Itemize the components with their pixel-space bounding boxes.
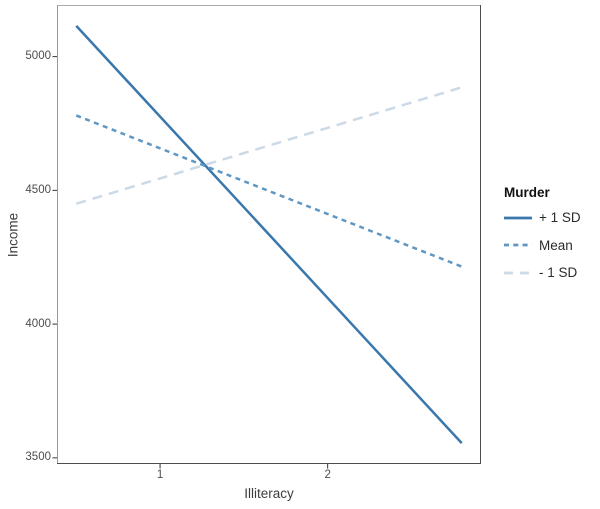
series-line-minus-1-sd	[75, 86, 463, 205]
legend-key-line-plus-1-sd	[504, 216, 532, 220]
legend-key-line-mean	[504, 243, 532, 247]
axis-tick-marks	[52, 56, 329, 469]
legend-item-mean: Mean	[504, 232, 581, 260]
legend-title: Murder	[504, 185, 550, 200]
legend-label-plus-1-sd: + 1 SD	[539, 210, 581, 226]
series-line-mean	[75, 114, 463, 268]
legend-key-line-minus-1-sd	[504, 271, 532, 275]
y-tick-label-5000: 5000	[25, 50, 51, 63]
y-tick-label-4500: 4500	[25, 183, 51, 196]
x-tick-label-2: 2	[324, 469, 331, 481]
x-axis-title: Illiteracy	[244, 486, 294, 501]
legend-rows: + 1 SD Mean - 1 SD	[504, 204, 581, 287]
series-line-plus-1-sd	[75, 25, 463, 444]
legend-label-minus-1-sd: - 1 SD	[539, 265, 578, 281]
series-lines	[75, 25, 463, 444]
panel-border	[57, 5, 481, 464]
x-tick-label-1: 1	[156, 469, 164, 481]
legend: Murder + 1 SD Mean - 1 SD	[504, 185, 581, 287]
legend-item-minus-1-sd: - 1 SD	[504, 259, 581, 287]
y-axis-title: Income	[5, 212, 21, 258]
y-tick-label-3500: 3500	[25, 451, 51, 464]
legend-label-mean: Mean	[539, 237, 573, 253]
y-tick-label-4000: 4000	[25, 317, 51, 330]
legend-item-plus-1-sd: + 1 SD	[504, 204, 581, 232]
